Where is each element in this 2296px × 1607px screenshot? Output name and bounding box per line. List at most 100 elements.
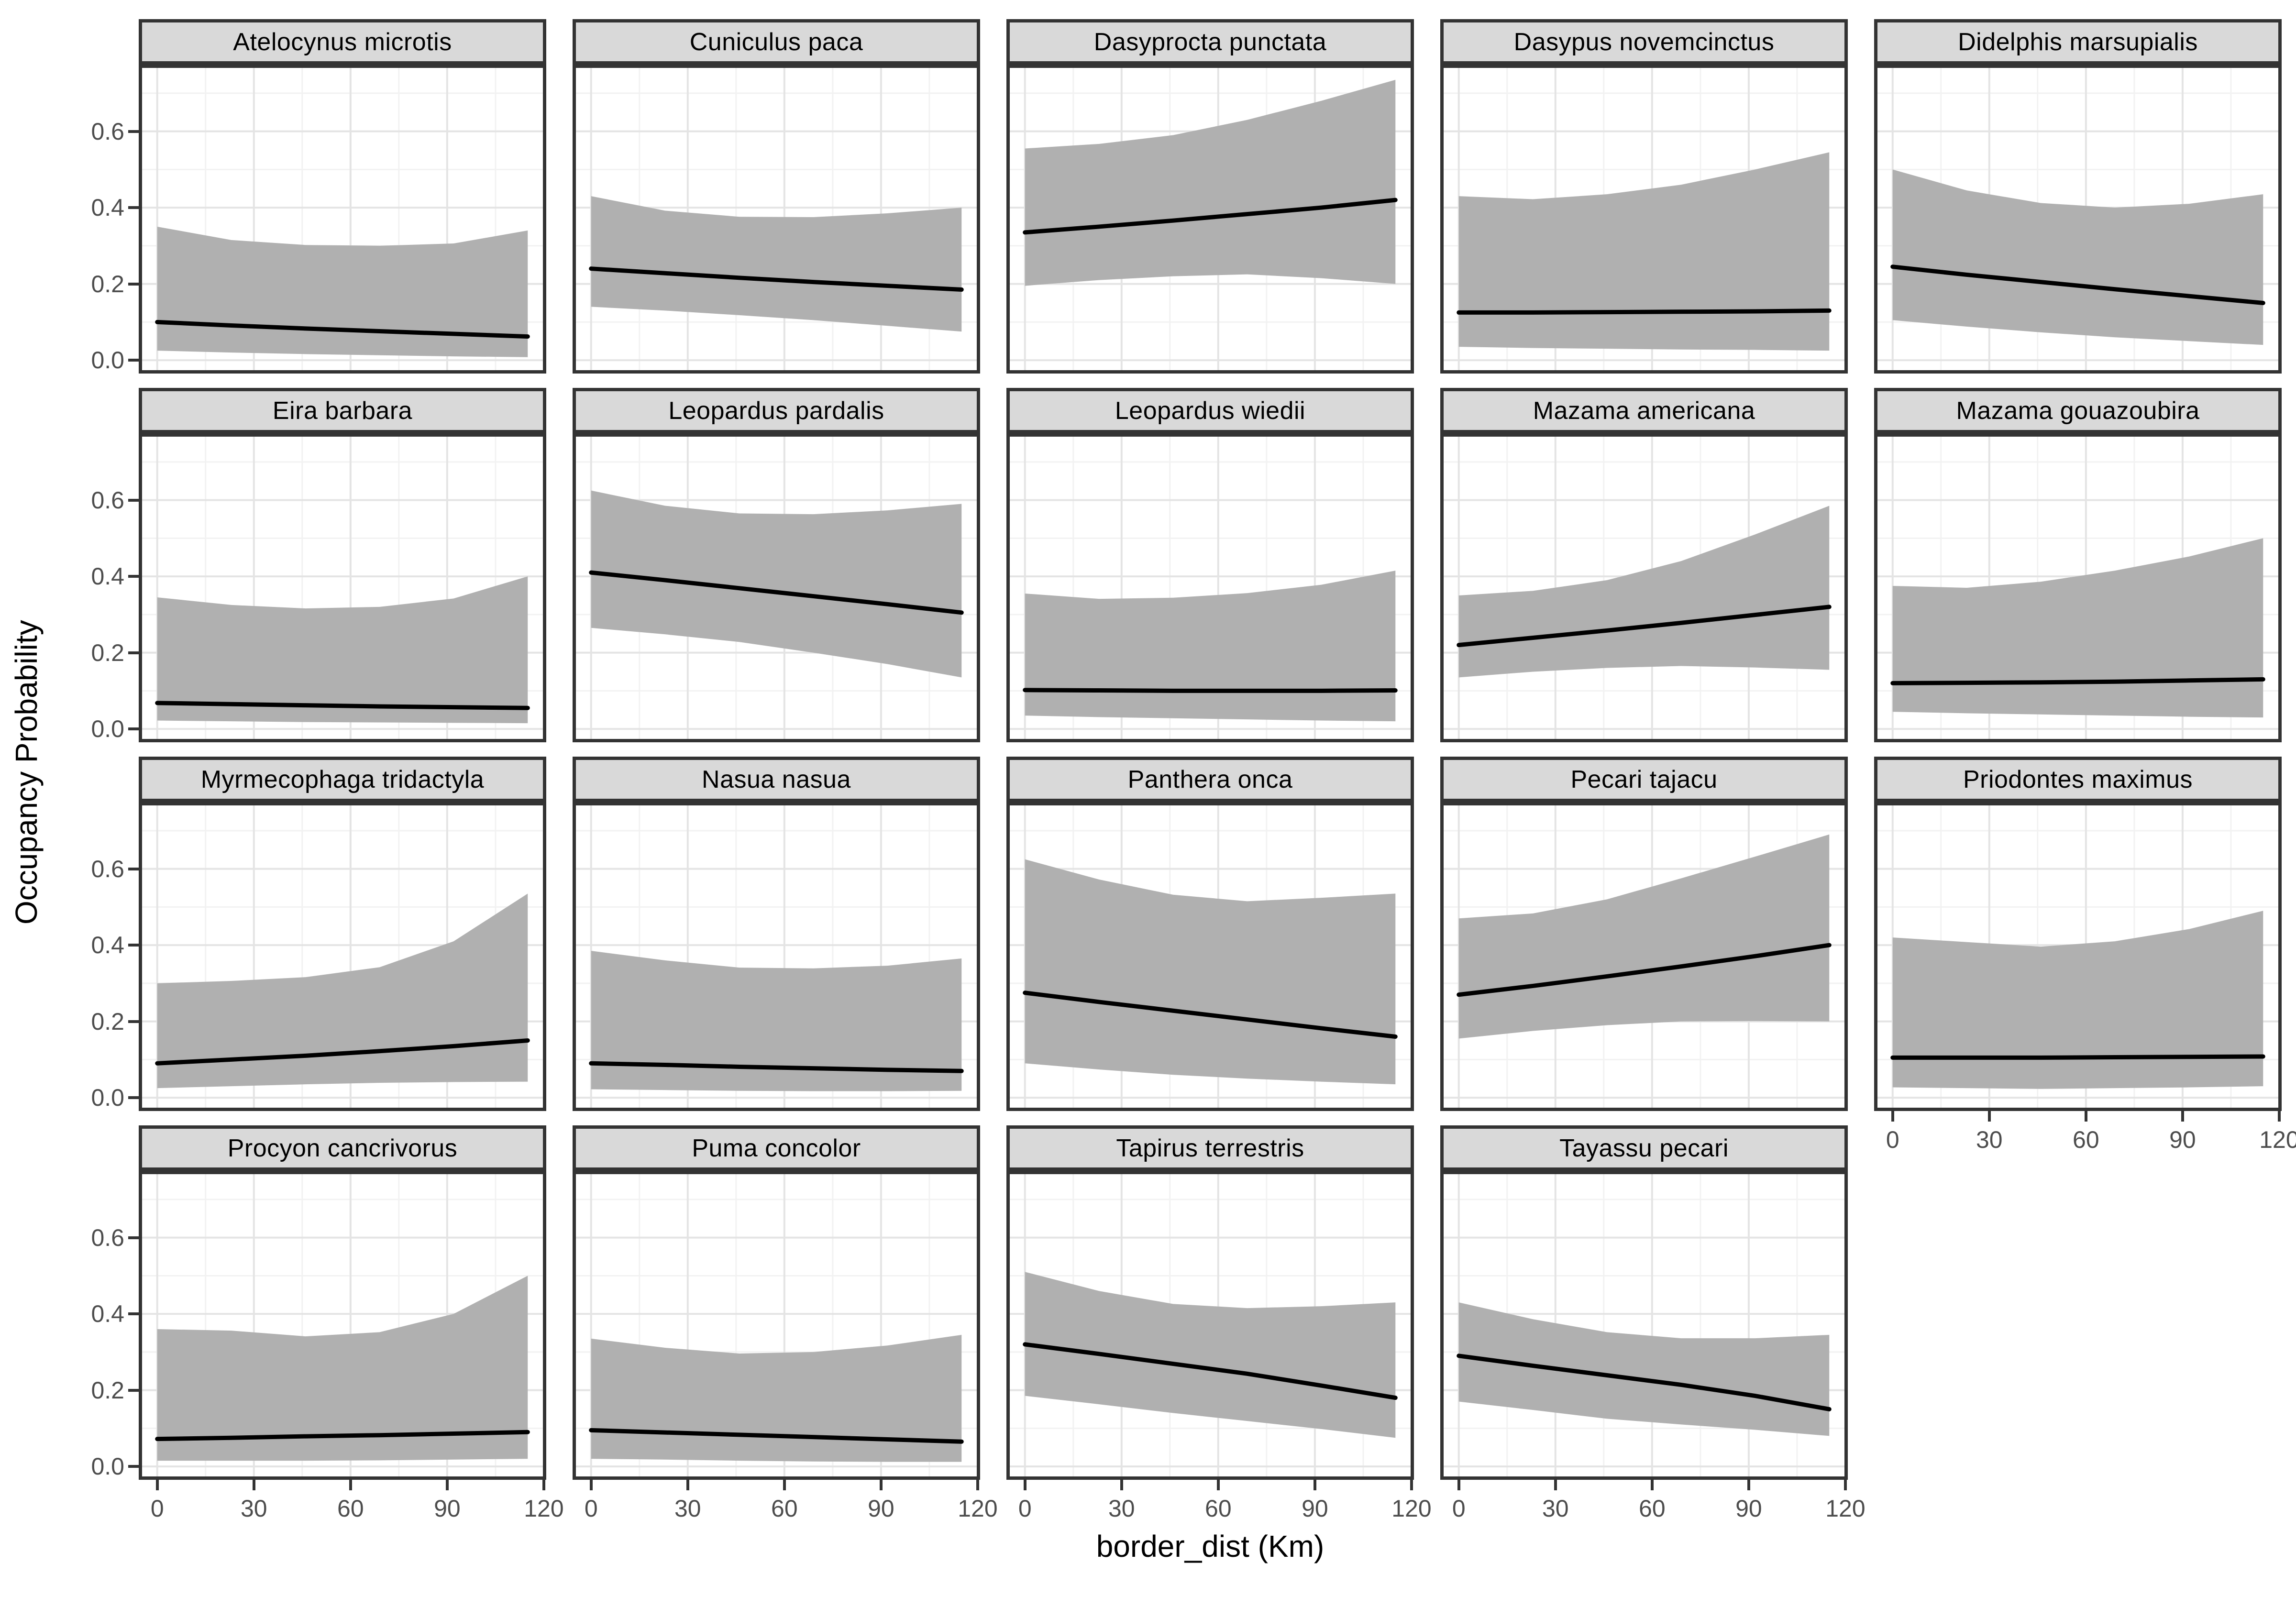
facet-strip-title: Atelocynus microtis [233,28,452,56]
x-axis-tick-label: 90 [2169,1126,2196,1153]
facet-strip-title: Dasypus novemcinctus [1513,28,1775,56]
y-axis-tick-mark [128,867,139,870]
facet-panel [1874,802,2282,1111]
facet-panel [573,802,980,1111]
facet: Puma concolor [573,1125,980,1480]
x-axis-tick-label: 60 [1639,1495,1666,1522]
panel-border [1006,433,1414,742]
facet-strip: Tayassu pecari [1440,1125,1848,1171]
confidence-ribbon [157,1276,528,1461]
x-axis-tick-mark [1023,1480,1027,1490]
x-axis-tick-mark [1216,1480,1220,1490]
facet-panel [1006,1171,1414,1480]
y-axis-tick-mark [128,1236,139,1239]
x-axis-tick-mark [2181,1111,2184,1122]
facet: Tapirus terrestris [1006,1125,1414,1480]
facet-strip-title: Didelphis marsupialis [1958,28,2198,56]
facet-strip-title: Nasua nasua [702,765,851,793]
facet: Dasyprocta punctata [1006,19,1414,374]
facet-strip: Eira barbara [139,388,546,433]
facet-strip: Pecari tajacu [1440,757,1848,802]
panel-border [1440,433,1848,742]
x-axis-tick-mark [2277,1111,2281,1122]
confidence-ribbon [591,1334,962,1462]
facet-strip: Cuniculus paca [573,19,980,65]
facet-panel [139,433,546,742]
facet-strip-title: Dasyprocta punctata [1093,28,1327,56]
facet-panel [1006,65,1414,374]
facet-panel [573,1171,980,1480]
x-axis-tick-label: 0 [150,1495,164,1522]
facet: Eira barbara [139,388,546,742]
facet-panel [1874,65,2282,374]
mean-occupancy-line [589,266,964,292]
mean-occupancy-line [589,570,964,615]
facet-strip-title: Tapirus terrestris [1116,1134,1304,1162]
panel-border [1440,802,1848,1111]
facet-strip-title: Tayassu pecari [1559,1134,1729,1162]
facet-strip: Puma concolor [573,1125,980,1171]
facet-strip-title: Eira barbara [272,396,413,425]
facet: Panthera onca [1006,757,1414,1111]
facet-panel [573,433,980,742]
facet-strip-title: Priodontes maximus [1963,765,2193,793]
y-axis-tick-mark [128,651,139,654]
facet-strip: Myrmecophaga tridactyla [139,757,546,802]
panel-border [1006,802,1414,1111]
x-axis-tick-mark [686,1480,689,1490]
facet-strip: Dasyprocta punctata [1006,19,1414,65]
x-axis-tick-label: 120 [958,1495,998,1522]
x-axis-tick-label: 30 [1108,1495,1135,1522]
y-axis-tick-mark [128,206,139,209]
x-axis-tick-mark [783,1480,786,1490]
mean-occupancy-line [1457,943,1832,997]
confidence-ribbon [1025,571,1396,722]
mean-occupancy-line [1457,1354,1832,1411]
mean-occupancy-line [589,1428,964,1444]
facet: Pecari tajacu [1440,757,1848,1111]
x-axis-tick-label: 60 [1205,1495,1232,1522]
confidence-ribbon [591,490,962,678]
mean-occupancy-line [1023,198,1398,235]
facet-panel [1006,433,1414,742]
facet-strip-title: Mazama gouazoubira [1956,396,2200,425]
y-axis-tick-label: 0.2 [91,639,124,666]
facet-strip-title: Pecari tajacu [1570,765,1718,793]
facet: Tayassu pecari [1440,1125,1848,1480]
confidence-ribbon [1892,911,2263,1089]
facet-strip-title: Myrmecophaga tridactyla [200,765,485,793]
y-axis-tick-label: 0.6 [91,855,124,882]
facet-strip: Nasua nasua [573,757,980,802]
panel-border [1440,65,1848,374]
y-axis-tick-label: 0.0 [91,715,124,743]
x-axis-tick-label: 60 [771,1495,798,1522]
x-axis-tick-label: 60 [337,1495,364,1522]
y-axis-tick-mark [128,498,139,502]
facet: Priodontes maximus [1874,757,2282,1111]
x-axis-tick-label: 0 [584,1495,598,1522]
x-axis-tick-mark [879,1480,883,1490]
facet: Procyon cancrivorus [139,1125,546,1480]
y-axis-tick-mark [128,1465,139,1468]
x-axis-tick-mark [1410,1480,1413,1490]
mean-occupancy-line [1890,677,2265,685]
x-axis-tick-mark [589,1480,593,1490]
mean-occupancy-line [1023,991,1398,1039]
mean-occupancy-line [155,1430,530,1442]
panel-border [139,65,546,374]
x-axis-tick-mark [1457,1480,1460,1490]
panel-border [573,65,980,374]
facet-panel [1440,433,1848,742]
x-axis-tick-mark [1650,1480,1654,1490]
x-axis-tick-mark [1747,1480,1750,1490]
facet: Mazama gouazoubira [1874,388,2282,742]
mean-occupancy-line [155,701,530,710]
y-axis-tick-label: 0.6 [91,118,124,145]
y-axis-tick-mark [128,575,139,578]
panel-border [573,433,980,742]
y-axis-tick-mark [128,1388,139,1392]
y-axis-tick-mark [128,944,139,947]
x-axis-tick-mark [1891,1111,1894,1122]
x-axis-tick-label: 0 [1886,1126,1899,1153]
panel-border [1440,1171,1848,1480]
